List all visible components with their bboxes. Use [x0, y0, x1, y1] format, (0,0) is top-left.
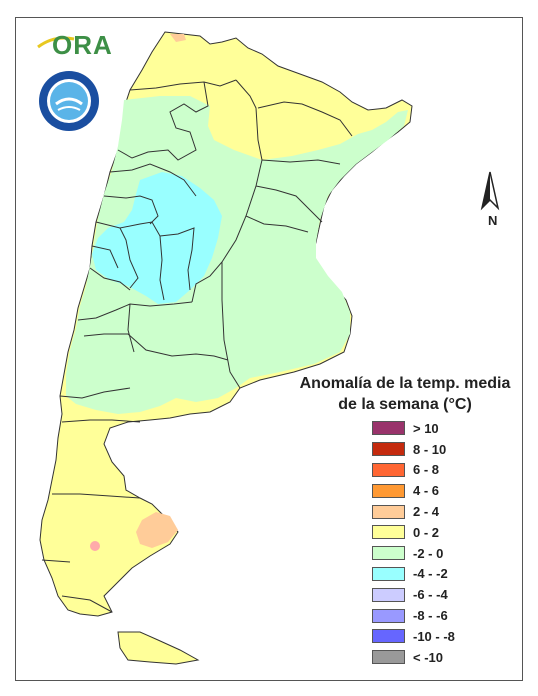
- legend-item: > 10: [372, 418, 512, 439]
- legend-swatch: [372, 421, 405, 436]
- legend-swatch: [372, 629, 405, 644]
- legend-item: 2 - 4: [372, 501, 512, 522]
- legend: > 10 8 - 10 6 - 8 4 - 6 2 - 4 0 - 2 -2 -…: [372, 418, 512, 668]
- province-borders: [41, 79, 353, 613]
- legend-title: Anomalía de la temp. media de la semana …: [295, 373, 515, 415]
- legend-item: 4 - 6: [372, 480, 512, 501]
- legend-label: 0 - 2: [413, 524, 440, 540]
- zone-minus4-minus2: [92, 172, 222, 304]
- legend-item: < -10: [372, 647, 512, 668]
- legend-swatch: [372, 462, 405, 477]
- legend-item: -2 - 0: [372, 543, 512, 564]
- seal-icon: [39, 71, 99, 131]
- logo: ORA: [52, 30, 113, 60]
- legend-label: 4 - 6: [413, 483, 440, 499]
- north-label: N: [488, 213, 498, 228]
- legend-label: < -10: [413, 649, 443, 665]
- legend-label: 6 - 8: [413, 462, 440, 478]
- legend-swatch: [372, 442, 405, 457]
- legend-label: -2 - 0: [413, 545, 444, 561]
- legend-label: -6 - -4: [413, 587, 448, 603]
- legend-item: 6 - 8: [372, 460, 512, 481]
- legend-label: -4 - -2: [413, 566, 448, 582]
- legend-item: -6 - -4: [372, 584, 512, 605]
- legend-item: 0 - 2: [372, 522, 512, 543]
- legend-swatch: [372, 483, 405, 498]
- legend-item: -10 - -8: [372, 626, 512, 647]
- logo-swoosh-icon: [37, 36, 75, 49]
- legend-item: -4 - -2: [372, 564, 512, 585]
- legend-swatch: [372, 504, 405, 519]
- legend-swatch: [372, 566, 405, 581]
- legend-label: 8 - 10: [413, 441, 447, 457]
- legend-swatch: [372, 525, 405, 540]
- legend-label: 2 - 4: [413, 504, 440, 520]
- legend-swatch: [372, 650, 405, 665]
- legend-swatch: [372, 587, 405, 602]
- north-arrow-icon: [480, 171, 500, 211]
- legend-label: -10 - -8: [413, 628, 455, 644]
- legend-title-line2: de la semana (°C): [338, 396, 472, 413]
- legend-swatch: [372, 608, 405, 623]
- zone-minus2-0: [66, 96, 408, 414]
- zone-2-4: [136, 512, 178, 548]
- legend-item: 8 - 10: [372, 439, 512, 460]
- zone-dot: [90, 541, 100, 551]
- legend-swatch: [372, 546, 405, 561]
- tierra-del-fuego: [117, 631, 200, 665]
- zone-north-spot: [170, 34, 186, 42]
- legend-label: > 10: [413, 420, 439, 436]
- legend-label: -8 - -6: [413, 608, 448, 624]
- legend-title-line1: Anomalía de la temp. media: [299, 375, 511, 392]
- legend-item: -8 - -6: [372, 605, 512, 626]
